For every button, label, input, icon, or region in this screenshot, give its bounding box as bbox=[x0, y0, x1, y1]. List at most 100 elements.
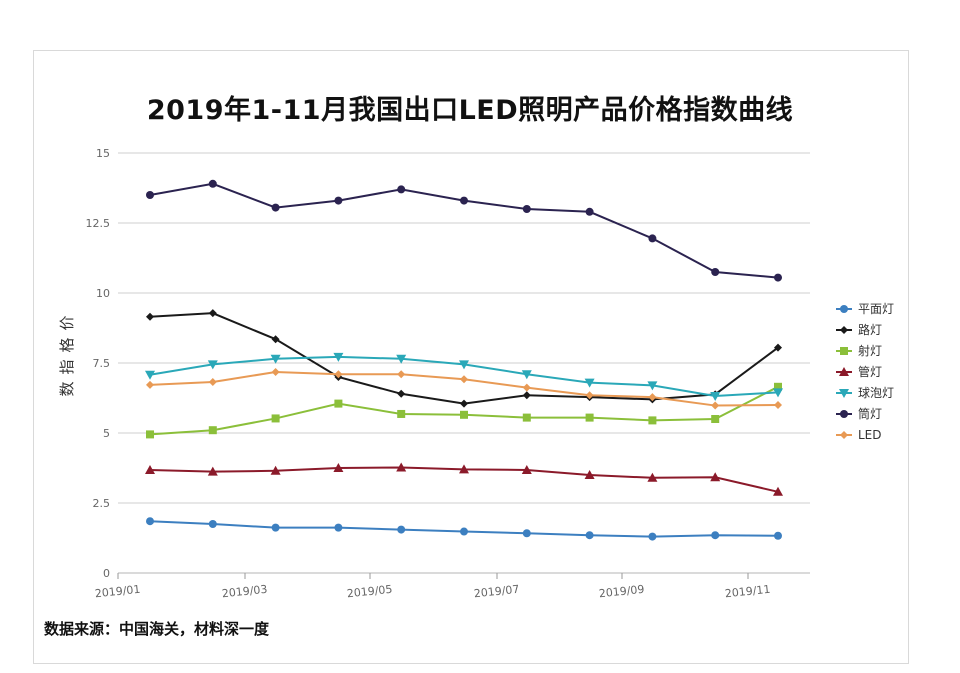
data-point bbox=[271, 203, 280, 212]
y-tick-label: 10 bbox=[96, 287, 110, 300]
data-point bbox=[397, 370, 406, 379]
data-point bbox=[522, 529, 531, 538]
legend-label: LED bbox=[858, 428, 882, 442]
data-point bbox=[522, 391, 531, 400]
data-point bbox=[710, 472, 721, 482]
data-point bbox=[774, 273, 782, 282]
data-point bbox=[145, 370, 155, 380]
data-point bbox=[648, 393, 657, 402]
data-point bbox=[774, 382, 782, 391]
legend-marker bbox=[840, 431, 848, 439]
data-point bbox=[334, 196, 343, 205]
data-point bbox=[584, 470, 595, 479]
data-point bbox=[145, 464, 155, 474]
y-axis-label-char: 指 bbox=[58, 359, 76, 374]
x-tick-label: 2019/03 bbox=[221, 583, 268, 601]
y-tick-label: 12.5 bbox=[86, 217, 111, 230]
data-source-note: 数据来源：中国海关，材料深一度 bbox=[44, 620, 270, 638]
legend-marker bbox=[840, 326, 848, 334]
data-point bbox=[207, 360, 218, 370]
data-point bbox=[460, 399, 468, 408]
data-point bbox=[334, 399, 343, 408]
y-tick-label: 7.5 bbox=[93, 357, 111, 370]
data-point bbox=[774, 343, 782, 352]
series-line bbox=[149, 385, 779, 436]
data-point bbox=[460, 410, 468, 419]
data-point bbox=[521, 464, 532, 474]
data-point bbox=[146, 312, 154, 321]
data-point bbox=[460, 375, 468, 384]
y-axis-label-char: 格 bbox=[58, 337, 76, 352]
data-point bbox=[647, 472, 658, 482]
legend-marker bbox=[840, 305, 848, 313]
legend-marker bbox=[839, 389, 849, 398]
data-point bbox=[584, 378, 595, 388]
legend-label: 路灯 bbox=[858, 322, 882, 337]
data-point bbox=[271, 523, 280, 532]
data-point bbox=[774, 531, 782, 540]
data-point bbox=[397, 409, 406, 418]
data-point bbox=[397, 185, 406, 194]
data-point bbox=[460, 196, 468, 205]
data-point bbox=[396, 354, 407, 364]
data-point bbox=[773, 388, 783, 398]
chart-frame bbox=[33, 50, 909, 664]
data-point bbox=[773, 486, 783, 496]
data-point bbox=[271, 414, 280, 423]
data-point bbox=[711, 268, 720, 276]
data-point bbox=[521, 370, 532, 380]
data-point bbox=[208, 378, 217, 387]
data-point bbox=[207, 466, 218, 476]
data-point bbox=[585, 531, 594, 540]
legend-marker bbox=[840, 347, 848, 355]
y-tick-label: 5 bbox=[103, 427, 110, 440]
x-tick-label: 2019/11 bbox=[724, 583, 771, 601]
data-point bbox=[647, 381, 658, 391]
data-point bbox=[459, 360, 469, 370]
data-point bbox=[146, 517, 154, 526]
data-point bbox=[397, 525, 406, 534]
data-point bbox=[270, 465, 281, 475]
y-tick-label: 15 bbox=[96, 147, 110, 160]
x-tick-label: 2019/05 bbox=[346, 583, 393, 601]
data-point bbox=[585, 207, 594, 216]
legend-marker bbox=[840, 410, 848, 418]
legend-label: 筒灯 bbox=[858, 406, 882, 421]
data-point bbox=[270, 354, 281, 364]
data-point bbox=[648, 416, 657, 425]
data-point bbox=[711, 401, 720, 410]
x-tick-label: 2019/09 bbox=[598, 583, 645, 601]
data-point bbox=[459, 464, 469, 474]
data-point bbox=[522, 383, 531, 392]
data-point bbox=[522, 413, 531, 422]
x-tick-label: 2019/01 bbox=[94, 583, 141, 601]
data-point bbox=[333, 352, 344, 362]
data-point bbox=[334, 370, 343, 379]
data-point bbox=[146, 191, 154, 199]
data-point bbox=[522, 205, 531, 213]
data-point bbox=[271, 367, 280, 376]
legend-label: 管灯 bbox=[858, 364, 882, 379]
data-point bbox=[585, 413, 594, 422]
x-tick-label: 2019/07 bbox=[473, 583, 520, 601]
y-tick-label: 0 bbox=[103, 567, 110, 580]
data-point bbox=[711, 531, 720, 540]
data-point bbox=[711, 415, 720, 423]
data-point bbox=[208, 520, 217, 528]
data-point bbox=[208, 179, 217, 188]
data-point bbox=[396, 462, 407, 472]
data-point bbox=[208, 426, 217, 435]
data-point bbox=[334, 523, 343, 532]
data-point bbox=[460, 527, 468, 536]
data-point bbox=[397, 389, 406, 398]
data-point bbox=[710, 392, 721, 402]
legend-label: 射灯 bbox=[858, 343, 882, 358]
y-tick-label: 2.5 bbox=[93, 497, 111, 510]
data-point bbox=[146, 380, 154, 389]
data-point bbox=[146, 430, 154, 439]
data-point bbox=[208, 309, 217, 318]
data-point bbox=[271, 335, 280, 344]
data-point bbox=[585, 391, 594, 400]
y-axis-label-char: 数 bbox=[58, 381, 76, 396]
